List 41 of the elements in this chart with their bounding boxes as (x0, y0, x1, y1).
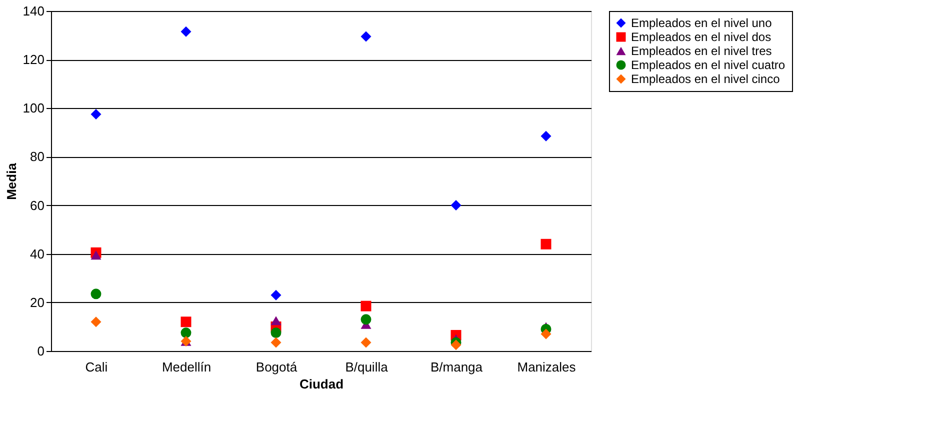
point (450, 340, 462, 350)
point (270, 328, 282, 338)
legend-label: Empleados en el nivel cuatro (631, 58, 786, 72)
x-tick-label: Cali (85, 360, 108, 374)
point (90, 250, 102, 260)
point (180, 26, 192, 37)
point (360, 337, 372, 348)
y-tick-label: 140 (22, 4, 44, 18)
point (360, 300, 372, 312)
point (540, 328, 552, 340)
y-tick-label: 80 (30, 149, 44, 164)
y-tick-label: 120 (22, 52, 44, 68)
legend-label: Empleados en el nivel cinco (631, 72, 780, 86)
point (450, 200, 462, 211)
legend-label: Empleados en el nivel uno (631, 16, 772, 30)
point (270, 290, 282, 300)
point (270, 316, 282, 326)
point (360, 314, 372, 325)
point (540, 238, 552, 250)
point (90, 288, 102, 300)
x-tick-label: B/manga (430, 360, 484, 374)
y-axis-title: Media (4, 162, 19, 200)
point (540, 130, 552, 142)
y-tick-label: 0 (37, 344, 44, 358)
legend-label: Empleados en el nivel tres (631, 44, 772, 58)
point (90, 108, 102, 120)
x-axis-title: Ciudad (299, 376, 344, 392)
point (180, 328, 192, 338)
x-tick-label: Manizales (517, 360, 576, 374)
point (90, 316, 102, 328)
x-tick-label: B/quilla (345, 360, 389, 374)
y-tick-label: 40 (30, 246, 44, 262)
y-tick-label: 100 (22, 100, 44, 116)
x-tick-label: Medellín (162, 360, 212, 374)
point (360, 31, 372, 42)
point (270, 337, 282, 348)
x-tick-label: Bogotá (256, 360, 298, 374)
y-tick-label: 60 (30, 198, 44, 213)
y-tick-label: 20 (30, 294, 44, 310)
legend-label: Empleados en el nivel dos (631, 30, 772, 44)
point (180, 316, 192, 328)
